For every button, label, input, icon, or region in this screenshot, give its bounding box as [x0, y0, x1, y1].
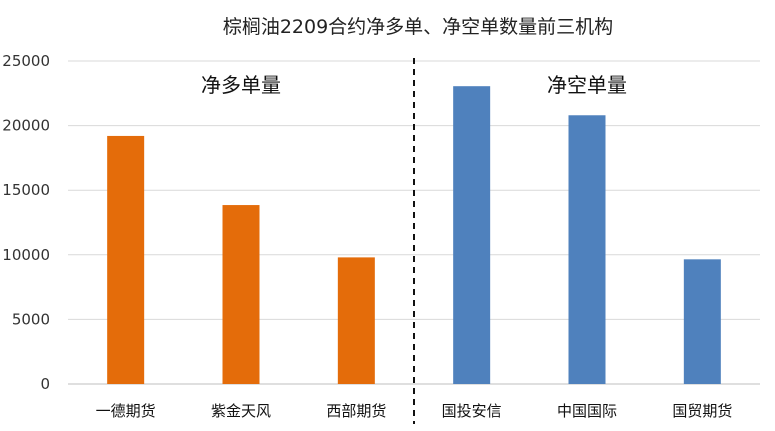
bars [107, 86, 721, 384]
bar-西部期货 [337, 257, 375, 384]
bar-国贸期货 [683, 259, 721, 384]
y-tick-label: 0 [40, 375, 50, 393]
y-tick-label: 15000 [2, 181, 50, 199]
x-tick-label: 国投安信 [442, 402, 502, 420]
y-tick-label: 5000 [12, 310, 50, 328]
group-label: 净空单量 [547, 73, 627, 97]
bar-紫金天风 [222, 205, 260, 384]
x-tick-label: 中国国际 [557, 402, 617, 420]
group-label: 净多单量 [201, 73, 281, 97]
x-tick-label: 西部期货 [326, 402, 386, 420]
labels: 0 5000 10000 15000 20000 25000 一德期货 紫金天风 西部期货 国投安… [2, 52, 732, 420]
y-tick-label: 25000 [2, 52, 50, 70]
bar-国投安信 [453, 86, 491, 384]
chart-title: 棕榈油2209合约净多单、净空单数量前三机构 [223, 16, 613, 38]
x-tick-label: 国贸期货 [672, 402, 732, 420]
gridlines [68, 58, 760, 424]
y-tick-label: 10000 [2, 246, 50, 264]
x-tick-label: 一德期货 [96, 402, 156, 420]
y-tick-label: 20000 [2, 117, 50, 135]
x-tick-label: 紫金天风 [211, 402, 271, 420]
bar-中国国际 [568, 115, 606, 384]
bar-一德期货 [107, 135, 145, 384]
